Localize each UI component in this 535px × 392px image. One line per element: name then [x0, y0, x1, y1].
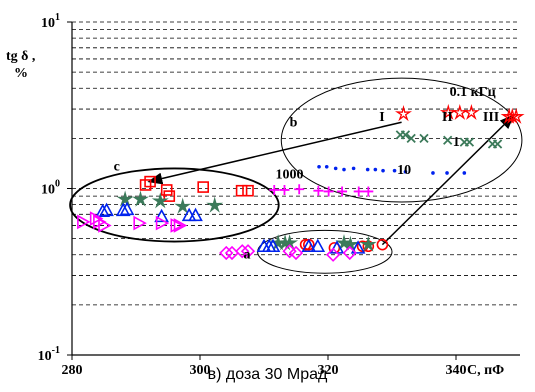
data-point-star [394, 105, 412, 122]
annotation-label: a [244, 247, 251, 262]
figure-caption: в) доза 30 Мрад [207, 366, 328, 383]
data-point-triangle [350, 240, 366, 254]
data-point-square [242, 184, 254, 197]
data-point-triangle [154, 208, 169, 223]
annotation-label: 0.1 кГц [450, 85, 496, 100]
data-point-dot [333, 166, 338, 171]
y-tick-label: 101 [41, 12, 60, 31]
data-point-star [359, 235, 377, 252]
annotation-label: 1 [453, 135, 460, 150]
data-point-square [144, 175, 156, 188]
data-point-circle [376, 238, 389, 251]
y-tick-label: 10-1 [38, 345, 60, 364]
y-axis-label: tg δ , [6, 49, 35, 64]
annotation-label: II [442, 110, 453, 125]
data-point-dot [351, 166, 356, 171]
data-point-plus [323, 186, 334, 197]
annotation-label: I [379, 110, 384, 125]
group-c-ellipse [69, 167, 280, 243]
data-point-star [206, 196, 224, 213]
data-point-triangle [310, 238, 326, 253]
data-point-diamond [219, 245, 234, 261]
data-point-dot [324, 164, 329, 169]
data-point-diamond [240, 244, 256, 259]
data-point-x [443, 135, 453, 145]
data-point-plus [294, 184, 305, 195]
data-point-plus [337, 186, 348, 197]
data-point-star [132, 190, 150, 207]
annotation-label: 1000 [276, 167, 304, 182]
data-point-diamond [325, 247, 341, 262]
data-point-triangle-right [77, 214, 91, 230]
data-point-dot [462, 171, 467, 175]
data-point-triangle [99, 202, 114, 217]
data-point-dot [342, 167, 346, 172]
data-point-diamond [282, 244, 297, 259]
annotation-label: c [114, 160, 120, 175]
data-point-triangle-right [98, 218, 112, 233]
data-point-x [419, 133, 429, 144]
data-point-dot [365, 167, 370, 172]
data-point-triangle-right [133, 215, 147, 231]
data-point-dot [445, 171, 449, 175]
data-point-triangle [119, 201, 135, 216]
annotation-label: III [483, 110, 499, 125]
group-b-ellipse [280, 77, 523, 203]
data-point-dot [392, 168, 397, 173]
data-point-plus [353, 186, 364, 197]
data-point-diamond [288, 245, 304, 261]
data-point-plus [269, 184, 280, 195]
data-point-dot [373, 167, 378, 172]
data-point-dot [431, 171, 435, 175]
x-tick-label: 300 [190, 363, 211, 378]
x-tick-label: 320 [318, 363, 339, 378]
data-point-plus [313, 185, 324, 196]
data-point-triangle [95, 203, 111, 218]
y-tick-label: 100 [41, 179, 60, 198]
data-point-diamond [235, 244, 250, 259]
data-point-square [235, 184, 248, 197]
data-point-triangle [301, 238, 317, 253]
data-point-square [160, 184, 173, 196]
x-tick-label: 280 [62, 363, 83, 378]
x-tick-label: 340 [446, 363, 467, 378]
arrow-b-to-c [147, 121, 402, 185]
data-point-dot [317, 164, 321, 169]
data-point-star [451, 103, 469, 120]
data-point-star [116, 190, 134, 207]
data-point-x [400, 130, 411, 140]
data-point-x [464, 137, 475, 147]
data-point-star [507, 107, 525, 124]
data-point-triangle-right [155, 215, 170, 231]
data-point-triangle-right [170, 218, 184, 233]
data-point-x [492, 139, 503, 149]
y-axis-label-unit: % [14, 66, 28, 81]
arrow-a-to-b [381, 114, 515, 246]
data-point-triangle-right [173, 218, 188, 233]
data-point-triangle [265, 238, 281, 253]
data-point-square [197, 181, 209, 193]
data-point-star [463, 103, 480, 120]
data-point-triangle [188, 207, 203, 222]
data-point-square [163, 190, 176, 202]
data-point-dot [381, 168, 385, 173]
data-point-plus [279, 184, 290, 195]
data-point-star [174, 197, 192, 214]
annotation-label: b [290, 116, 298, 131]
data-point-star [151, 192, 169, 209]
data-point-plus [363, 186, 374, 197]
x-axis-label: C, пФ [467, 363, 504, 378]
data-point-dot [403, 169, 408, 174]
annotation-label: 10 [397, 163, 411, 178]
data-point-x [406, 133, 416, 144]
data-point-triangle [115, 202, 131, 217]
data-point-diamond [342, 245, 357, 261]
data-point-triangle-right [89, 211, 104, 226]
